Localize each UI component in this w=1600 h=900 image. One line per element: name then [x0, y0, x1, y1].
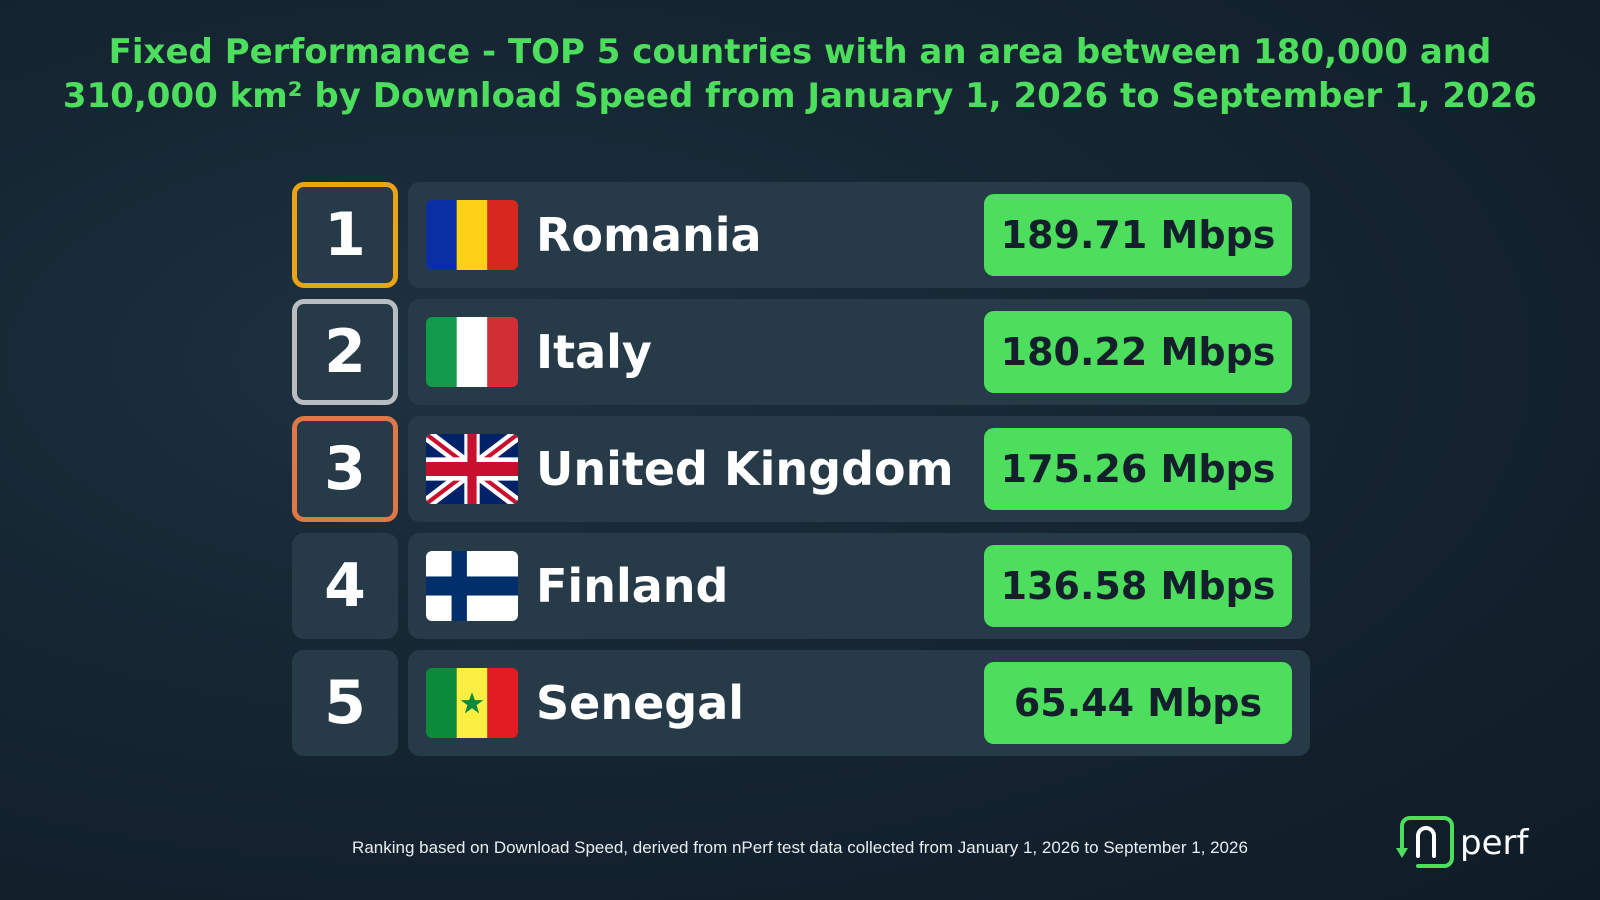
ranking-row: 2 Italy 180.22 Mbps — [292, 299, 1310, 405]
rank-badge: 4 — [292, 533, 398, 639]
ranking-row: 1 Romania 189.71 Mbps — [292, 182, 1310, 288]
nperf-logo-icon: perf — [1396, 812, 1572, 872]
speed-value: 189.71 Mbps — [984, 194, 1292, 276]
rank-badge: 1 — [292, 182, 398, 288]
speed-value: 65.44 Mbps — [984, 662, 1292, 744]
country-name: Finland — [536, 559, 729, 613]
country-card: Senegal 65.44 Mbps — [408, 650, 1310, 756]
page-title: Fixed Performance - TOP 5 countries with… — [0, 30, 1600, 118]
speed-value: 136.58 Mbps — [984, 545, 1292, 627]
romania-flag-icon — [426, 200, 518, 270]
country-card: Finland 136.58 Mbps — [408, 533, 1310, 639]
country-card: Italy 180.22 Mbps — [408, 299, 1310, 405]
speed-value: 180.22 Mbps — [984, 311, 1292, 393]
footnote: Ranking based on Download Speed, derived… — [352, 838, 1248, 857]
ranking-row: 5 Senegal 65.44 Mbps — [292, 650, 1310, 756]
rank-badge: 5 — [292, 650, 398, 756]
country-card: Romania 189.71 Mbps — [408, 182, 1310, 288]
country-name: Italy — [536, 325, 652, 379]
title-line-2: 310,000 km² by Download Speed from Janua… — [62, 76, 1538, 116]
logo-text: perf — [1460, 823, 1529, 863]
country-name: United Kingdom — [536, 442, 954, 496]
country-card: United Kingdom 175.26 Mbps — [408, 416, 1310, 522]
ranking-row: 3 United Kingdom 175.26 Mbps — [292, 416, 1310, 522]
speed-value: 175.26 Mbps — [984, 428, 1292, 510]
title-line-1: Fixed Performance - TOP 5 countries with… — [108, 32, 1492, 72]
united-kingdom-flag-icon — [426, 434, 518, 504]
rank-badge: 3 — [292, 416, 398, 522]
senegal-flag-icon — [426, 668, 518, 738]
country-name: Senegal — [536, 676, 745, 730]
country-name: Romania — [536, 208, 762, 262]
finland-flag-icon — [426, 551, 518, 621]
rank-badge: 2 — [292, 299, 398, 405]
ranking-row: 4 Finland 136.58 Mbps — [292, 533, 1310, 639]
italy-flag-icon — [426, 317, 518, 387]
